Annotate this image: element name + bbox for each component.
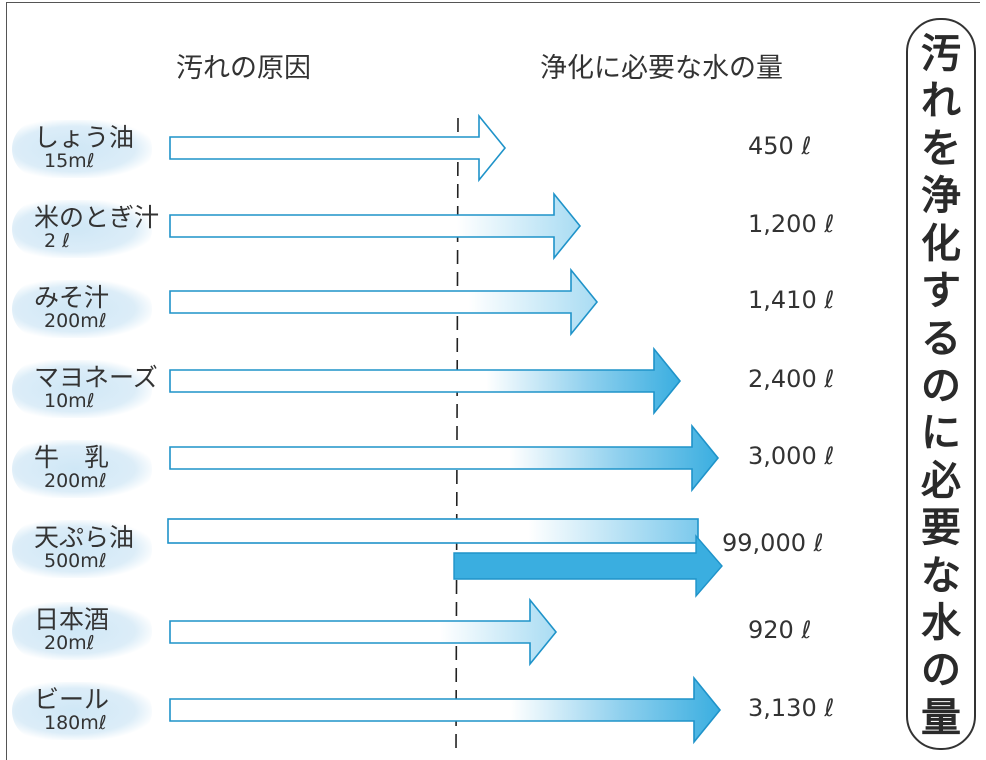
item-amount: 200mℓ bbox=[44, 470, 107, 492]
arrow bbox=[453, 534, 723, 598]
item-amount: 2 ℓ bbox=[44, 230, 70, 252]
label-bubble bbox=[12, 520, 152, 578]
arrow bbox=[169, 267, 599, 337]
item-name: 米のとぎ汁 bbox=[34, 203, 160, 232]
arrow bbox=[169, 675, 722, 745]
water-header: 浄化に必要な水の量 bbox=[540, 53, 783, 84]
item-name: みそ汁 bbox=[34, 283, 110, 312]
arrow bbox=[169, 191, 582, 261]
cause-header: 汚れの原因 bbox=[176, 53, 311, 84]
side-title-char: る bbox=[921, 315, 961, 362]
side-title-char: す bbox=[921, 268, 961, 315]
item-amount: 20mℓ bbox=[44, 632, 95, 654]
water-value-label: 2,400 ℓ bbox=[748, 365, 835, 393]
label-bubble bbox=[12, 200, 152, 258]
item-name: ビール bbox=[34, 685, 110, 714]
side-title-char: 浄 bbox=[921, 173, 961, 220]
label-bubble bbox=[12, 602, 152, 660]
item-name: しょう油 bbox=[34, 123, 135, 152]
item-amount: 10mℓ bbox=[44, 390, 95, 412]
item-name: マヨネーズ bbox=[34, 363, 158, 392]
water-value-label: 1,410 ℓ bbox=[748, 286, 835, 314]
label-bubble bbox=[12, 280, 152, 338]
side-title-char: 汚 bbox=[921, 31, 961, 77]
left-border bbox=[6, 2, 7, 760]
row-label: マヨネーズ 10mℓ bbox=[8, 356, 158, 426]
arrow bbox=[169, 346, 682, 416]
water-value-label: 920 ℓ bbox=[748, 616, 812, 644]
row-label: 米のとぎ汁 2 ℓ bbox=[8, 196, 160, 266]
row-label: 天ぷら油 500mℓ bbox=[8, 516, 158, 586]
row-label: ビール 180mℓ bbox=[8, 678, 158, 748]
item-name: 牛 乳 bbox=[34, 443, 110, 472]
side-title-char: 要 bbox=[921, 505, 961, 552]
item-amount: 200mℓ bbox=[44, 310, 107, 332]
arrow-bar-continued bbox=[167, 518, 699, 544]
water-value-label: 99,000 ℓ bbox=[722, 529, 824, 557]
row-label: 日本酒 20mℓ bbox=[8, 598, 158, 668]
arrow bbox=[169, 113, 507, 183]
water-value-label: 450 ℓ bbox=[748, 132, 812, 160]
label-bubble bbox=[12, 360, 152, 418]
item-amount: 500mℓ bbox=[44, 550, 107, 572]
side-title: 汚れを浄化するのに必要な水の量 bbox=[906, 18, 976, 750]
reference-dashed-line bbox=[455, 117, 459, 753]
label-bubble bbox=[12, 440, 152, 498]
side-title-char: の bbox=[921, 647, 961, 694]
item-amount: 15mℓ bbox=[44, 150, 95, 172]
side-title-char: を bbox=[921, 125, 961, 172]
arrows-group bbox=[167, 113, 723, 745]
label-bubble bbox=[12, 120, 152, 178]
row-label: みそ汁 200mℓ bbox=[8, 276, 158, 346]
water-value-label: 1,200 ℓ bbox=[748, 210, 835, 238]
side-title-char: 必 bbox=[921, 457, 961, 504]
side-title-char: に bbox=[921, 410, 961, 457]
side-title-char: の bbox=[921, 362, 961, 409]
side-title-char: れ bbox=[921, 78, 961, 125]
arrow bbox=[169, 423, 720, 493]
side-title-char: 水 bbox=[921, 600, 961, 647]
side-title-char: 量 bbox=[921, 694, 961, 741]
row-label: 牛 乳 200mℓ bbox=[8, 436, 158, 506]
label-bubble bbox=[12, 682, 152, 740]
top-border bbox=[6, 2, 980, 3]
row-label: しょう油 15mℓ bbox=[8, 116, 158, 186]
side-title-char: な bbox=[921, 552, 961, 599]
water-value-label: 3,130 ℓ bbox=[748, 694, 835, 722]
item-name: 日本酒 bbox=[34, 605, 110, 634]
arrow bbox=[169, 597, 558, 667]
item-name: 天ぷら油 bbox=[34, 523, 135, 552]
item-amount: 180mℓ bbox=[44, 712, 107, 734]
water-value-label: 3,000 ℓ bbox=[748, 442, 835, 470]
side-title-char: 化 bbox=[921, 220, 961, 267]
